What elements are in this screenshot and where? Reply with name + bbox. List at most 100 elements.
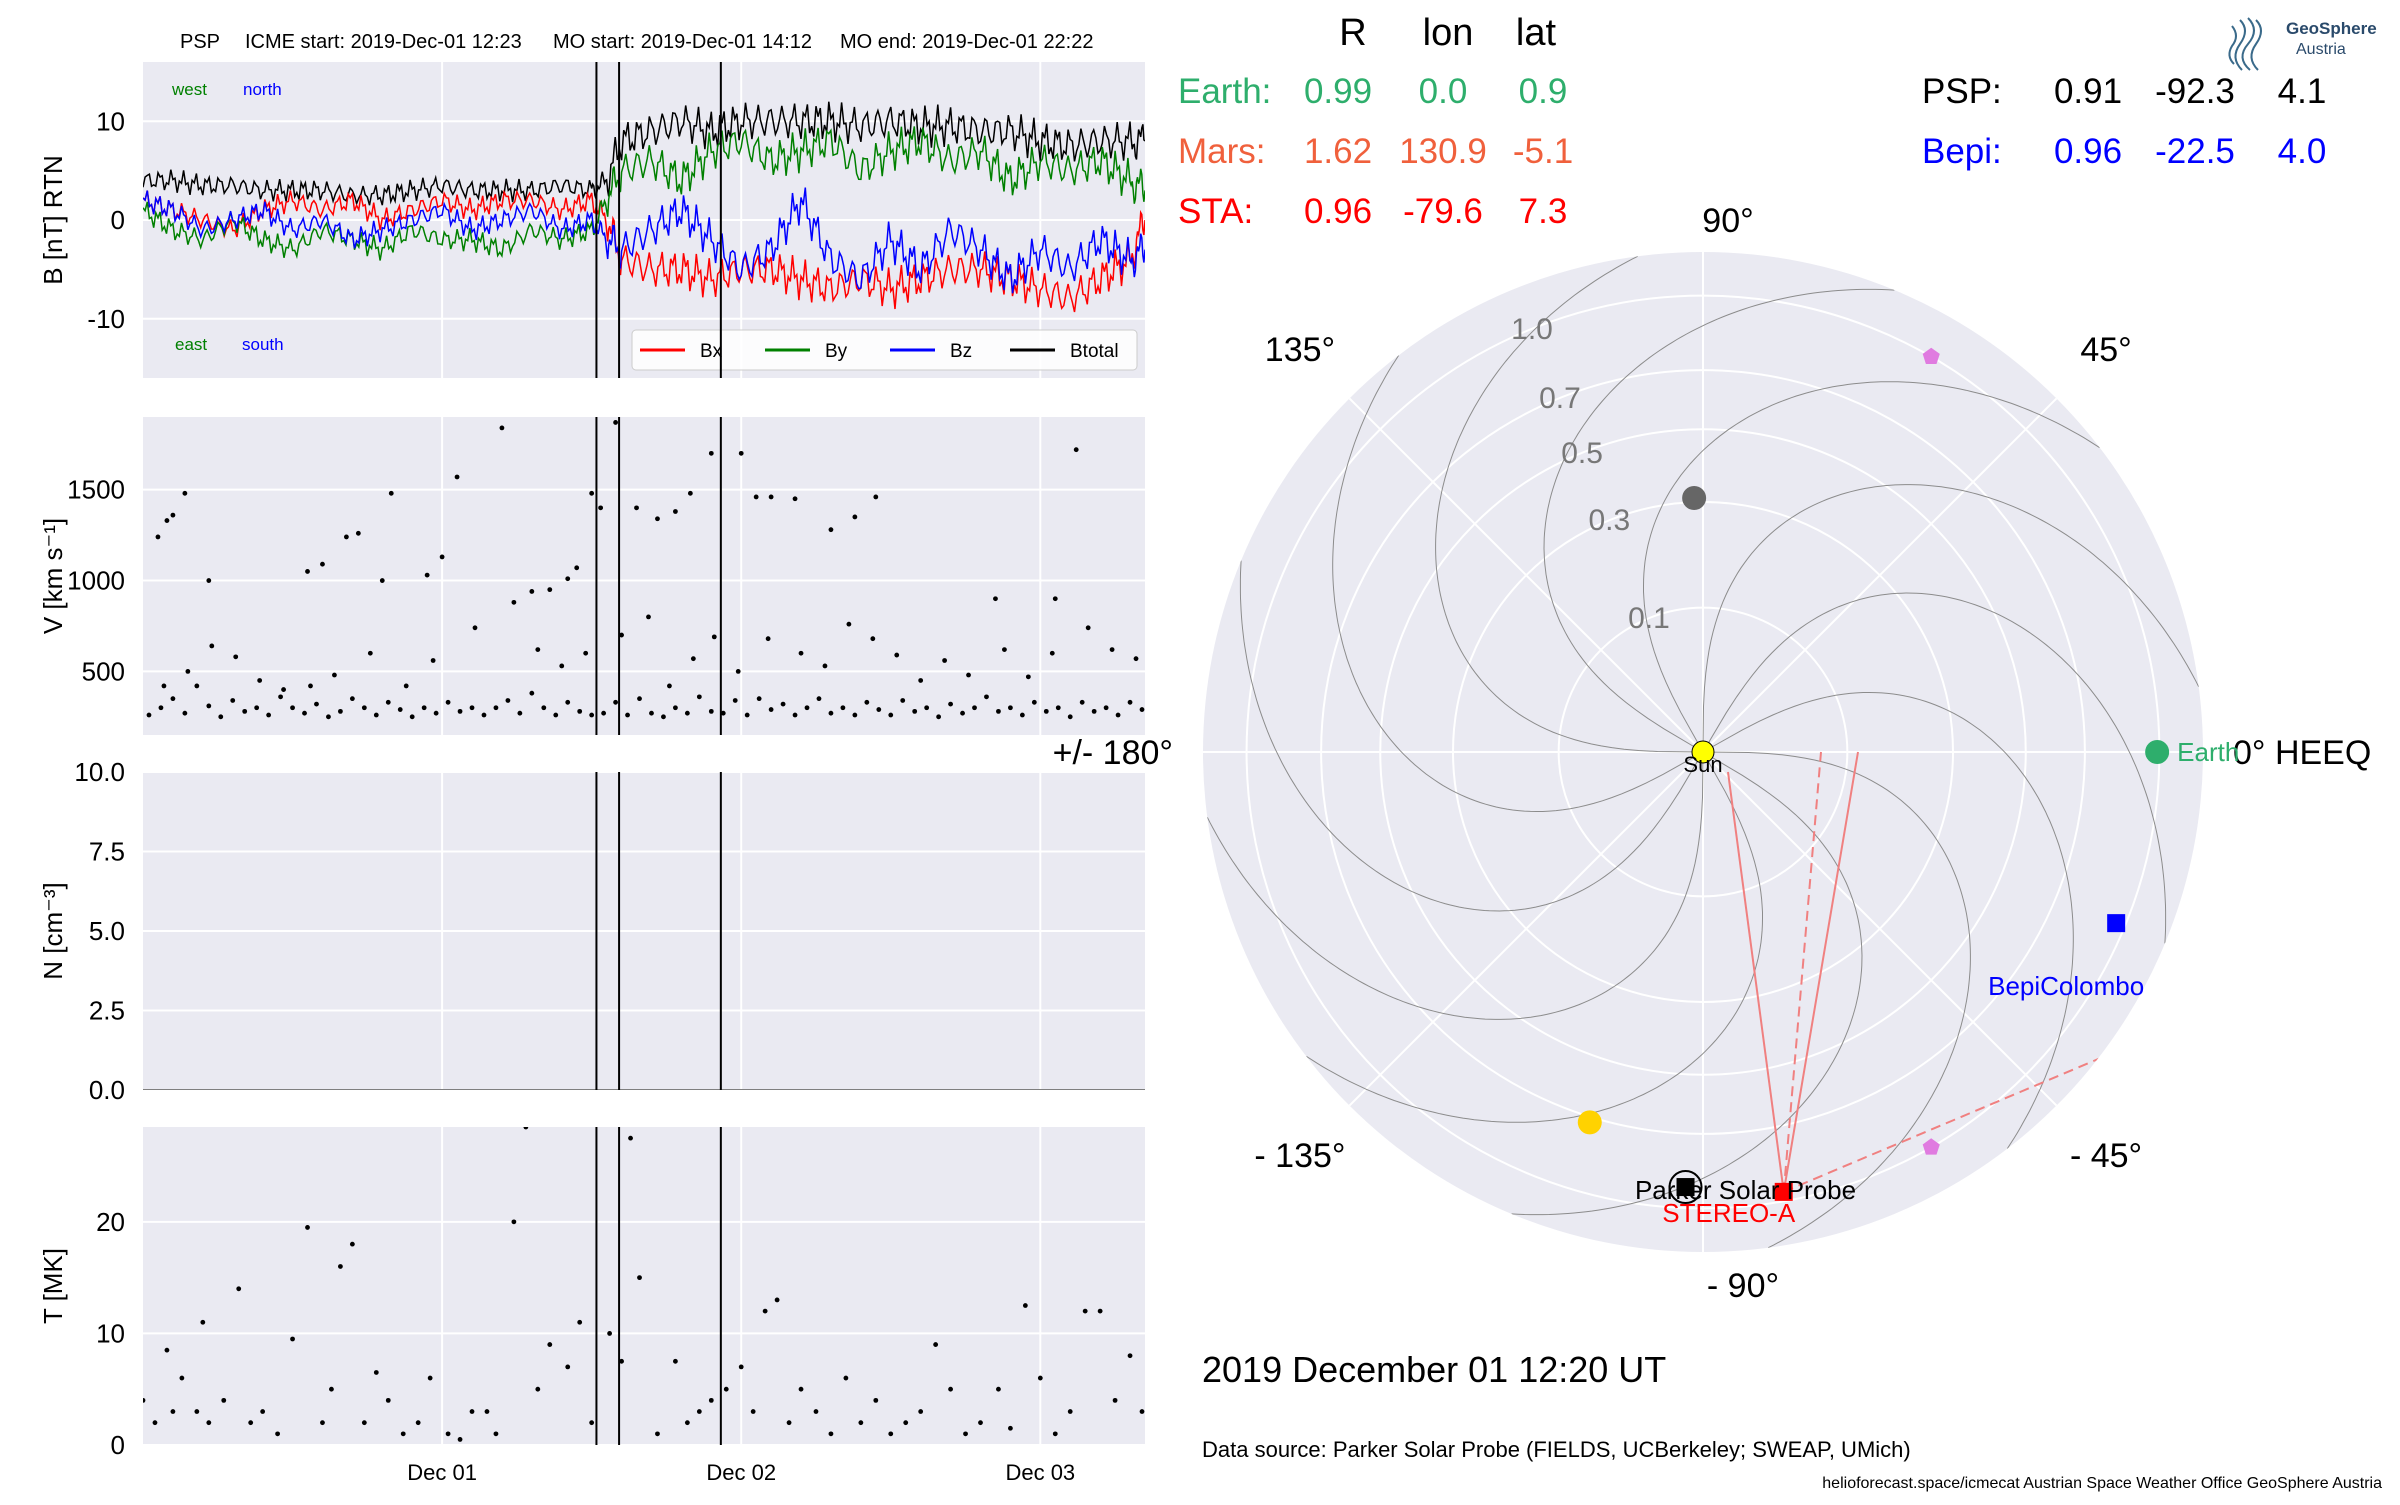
data-point xyxy=(996,1386,1001,1392)
data-point xyxy=(565,1364,571,1370)
table-cell: -5.1 xyxy=(1513,132,1573,171)
data-point xyxy=(711,634,717,640)
series-line-by xyxy=(143,126,1145,261)
panel-data xyxy=(146,420,1145,720)
data-point xyxy=(320,1420,325,1426)
data-point xyxy=(661,714,666,720)
data-point xyxy=(332,672,337,678)
data-point xyxy=(798,650,804,656)
r-tick-label: 0.3 xyxy=(1588,504,1630,537)
table-cell: -79.6 xyxy=(1403,192,1483,231)
data-point xyxy=(415,1420,421,1426)
theta-label: 45° xyxy=(2080,331,2131,369)
data-point xyxy=(409,714,415,720)
table-cell: 130.9 xyxy=(1399,132,1487,171)
theta-label: 135° xyxy=(1265,331,1335,369)
data-point xyxy=(993,596,998,602)
data-point xyxy=(1127,1353,1133,1359)
data-point xyxy=(457,708,463,714)
polar-orbit-plot: 0.1 0.3 0.5 0.7 1.0 0° HEEQ 45° 90° 135° +/- 180°… xyxy=(1053,202,2372,1305)
data-point xyxy=(421,705,427,711)
credits: helioforecast.space/icmecat Austrian Spa… xyxy=(1822,1475,2382,1492)
data-point xyxy=(738,450,744,456)
data-point xyxy=(948,1386,953,1392)
data-point xyxy=(858,1420,864,1426)
table-cell: STA: xyxy=(1178,192,1253,231)
data-point xyxy=(290,1336,295,1342)
data-point xyxy=(601,710,607,716)
data-point xyxy=(933,1342,939,1347)
spiral-line xyxy=(1543,288,1895,753)
data-point xyxy=(876,707,882,712)
data-point xyxy=(1008,705,1013,711)
header-mo-end: MO end: 2019-Dec-01 22:22 xyxy=(840,31,1094,53)
table-header-R: R xyxy=(1339,12,1366,54)
y-tick-label: -10 xyxy=(87,304,125,334)
data-point xyxy=(828,710,834,716)
table-cell: 0.0 xyxy=(1419,72,1468,111)
y-axis-label: B [nT] RTN xyxy=(38,155,68,285)
data-point xyxy=(349,1241,355,1247)
data-point xyxy=(361,1420,367,1426)
panel-background xyxy=(143,1127,1145,1445)
data-point xyxy=(179,1375,185,1381)
table-cell: -22.5 xyxy=(2155,132,2235,171)
panel-background xyxy=(143,417,1145,735)
data-point xyxy=(900,698,906,703)
theta-label: 90° xyxy=(1702,202,1753,240)
data-point xyxy=(948,701,953,707)
legend-label-bz: Bz xyxy=(950,341,972,362)
data-point xyxy=(870,636,876,642)
data-point xyxy=(1067,1409,1073,1414)
data-point xyxy=(194,1409,200,1414)
data-point xyxy=(918,1409,924,1414)
data-point xyxy=(828,527,834,533)
table-cell: 0.91 xyxy=(2054,72,2122,111)
data-point xyxy=(1022,1303,1028,1308)
data-point xyxy=(607,1331,613,1336)
sta-line-solid-1 xyxy=(1727,771,1785,1192)
data-point xyxy=(852,514,858,520)
table-cell: Earth: xyxy=(1178,72,1271,111)
panel-data xyxy=(143,1127,1145,1442)
sta-field-lines xyxy=(1727,751,2104,1193)
data-point xyxy=(822,663,828,669)
series-line-bz xyxy=(143,187,1145,294)
data-point xyxy=(427,1375,433,1381)
series-line-btotal xyxy=(143,101,1145,206)
table-cell: 0.96 xyxy=(2054,132,2122,171)
data-point xyxy=(768,494,774,500)
data-point xyxy=(248,1420,254,1426)
table-cell: 4.1 xyxy=(2278,72,2327,111)
data-point xyxy=(873,1397,879,1403)
data-point xyxy=(424,572,430,578)
data-point xyxy=(1055,705,1061,711)
data-point xyxy=(400,1431,406,1437)
table-cell: Bepi: xyxy=(1922,132,2002,171)
r-tick-label: 0.7 xyxy=(1539,382,1581,415)
table-cell: 7.3 xyxy=(1519,192,1568,231)
data-point xyxy=(469,705,475,711)
data-point xyxy=(942,658,947,663)
spiral-line xyxy=(1239,560,1704,912)
r-tick-label: 0.1 xyxy=(1628,602,1670,635)
data-point xyxy=(236,1286,242,1292)
logo-mark-icon xyxy=(2228,17,2262,71)
data-point xyxy=(577,1319,583,1325)
table-cell: 0.9 xyxy=(1519,72,1568,111)
data-point xyxy=(254,705,260,711)
panel-data xyxy=(143,101,1145,313)
data-point xyxy=(329,1386,334,1392)
x-tick-label: Dec 02 xyxy=(706,1460,776,1485)
data-point xyxy=(684,1420,690,1426)
table-header-lon: lon xyxy=(1423,12,1474,54)
data-point xyxy=(1037,1375,1043,1381)
data-point xyxy=(1008,1425,1013,1431)
data-point xyxy=(200,1319,206,1325)
data-source: Data source: Parker Solar Probe (FIELDS,… xyxy=(1202,1437,1911,1462)
panel-vel: 500 1000 1500 V [km s⁻¹] xyxy=(38,417,1145,735)
data-point xyxy=(221,1397,227,1403)
data-point xyxy=(349,696,355,702)
datetime-label: 2019 December 01 12:20 UT xyxy=(1202,1349,1666,1390)
